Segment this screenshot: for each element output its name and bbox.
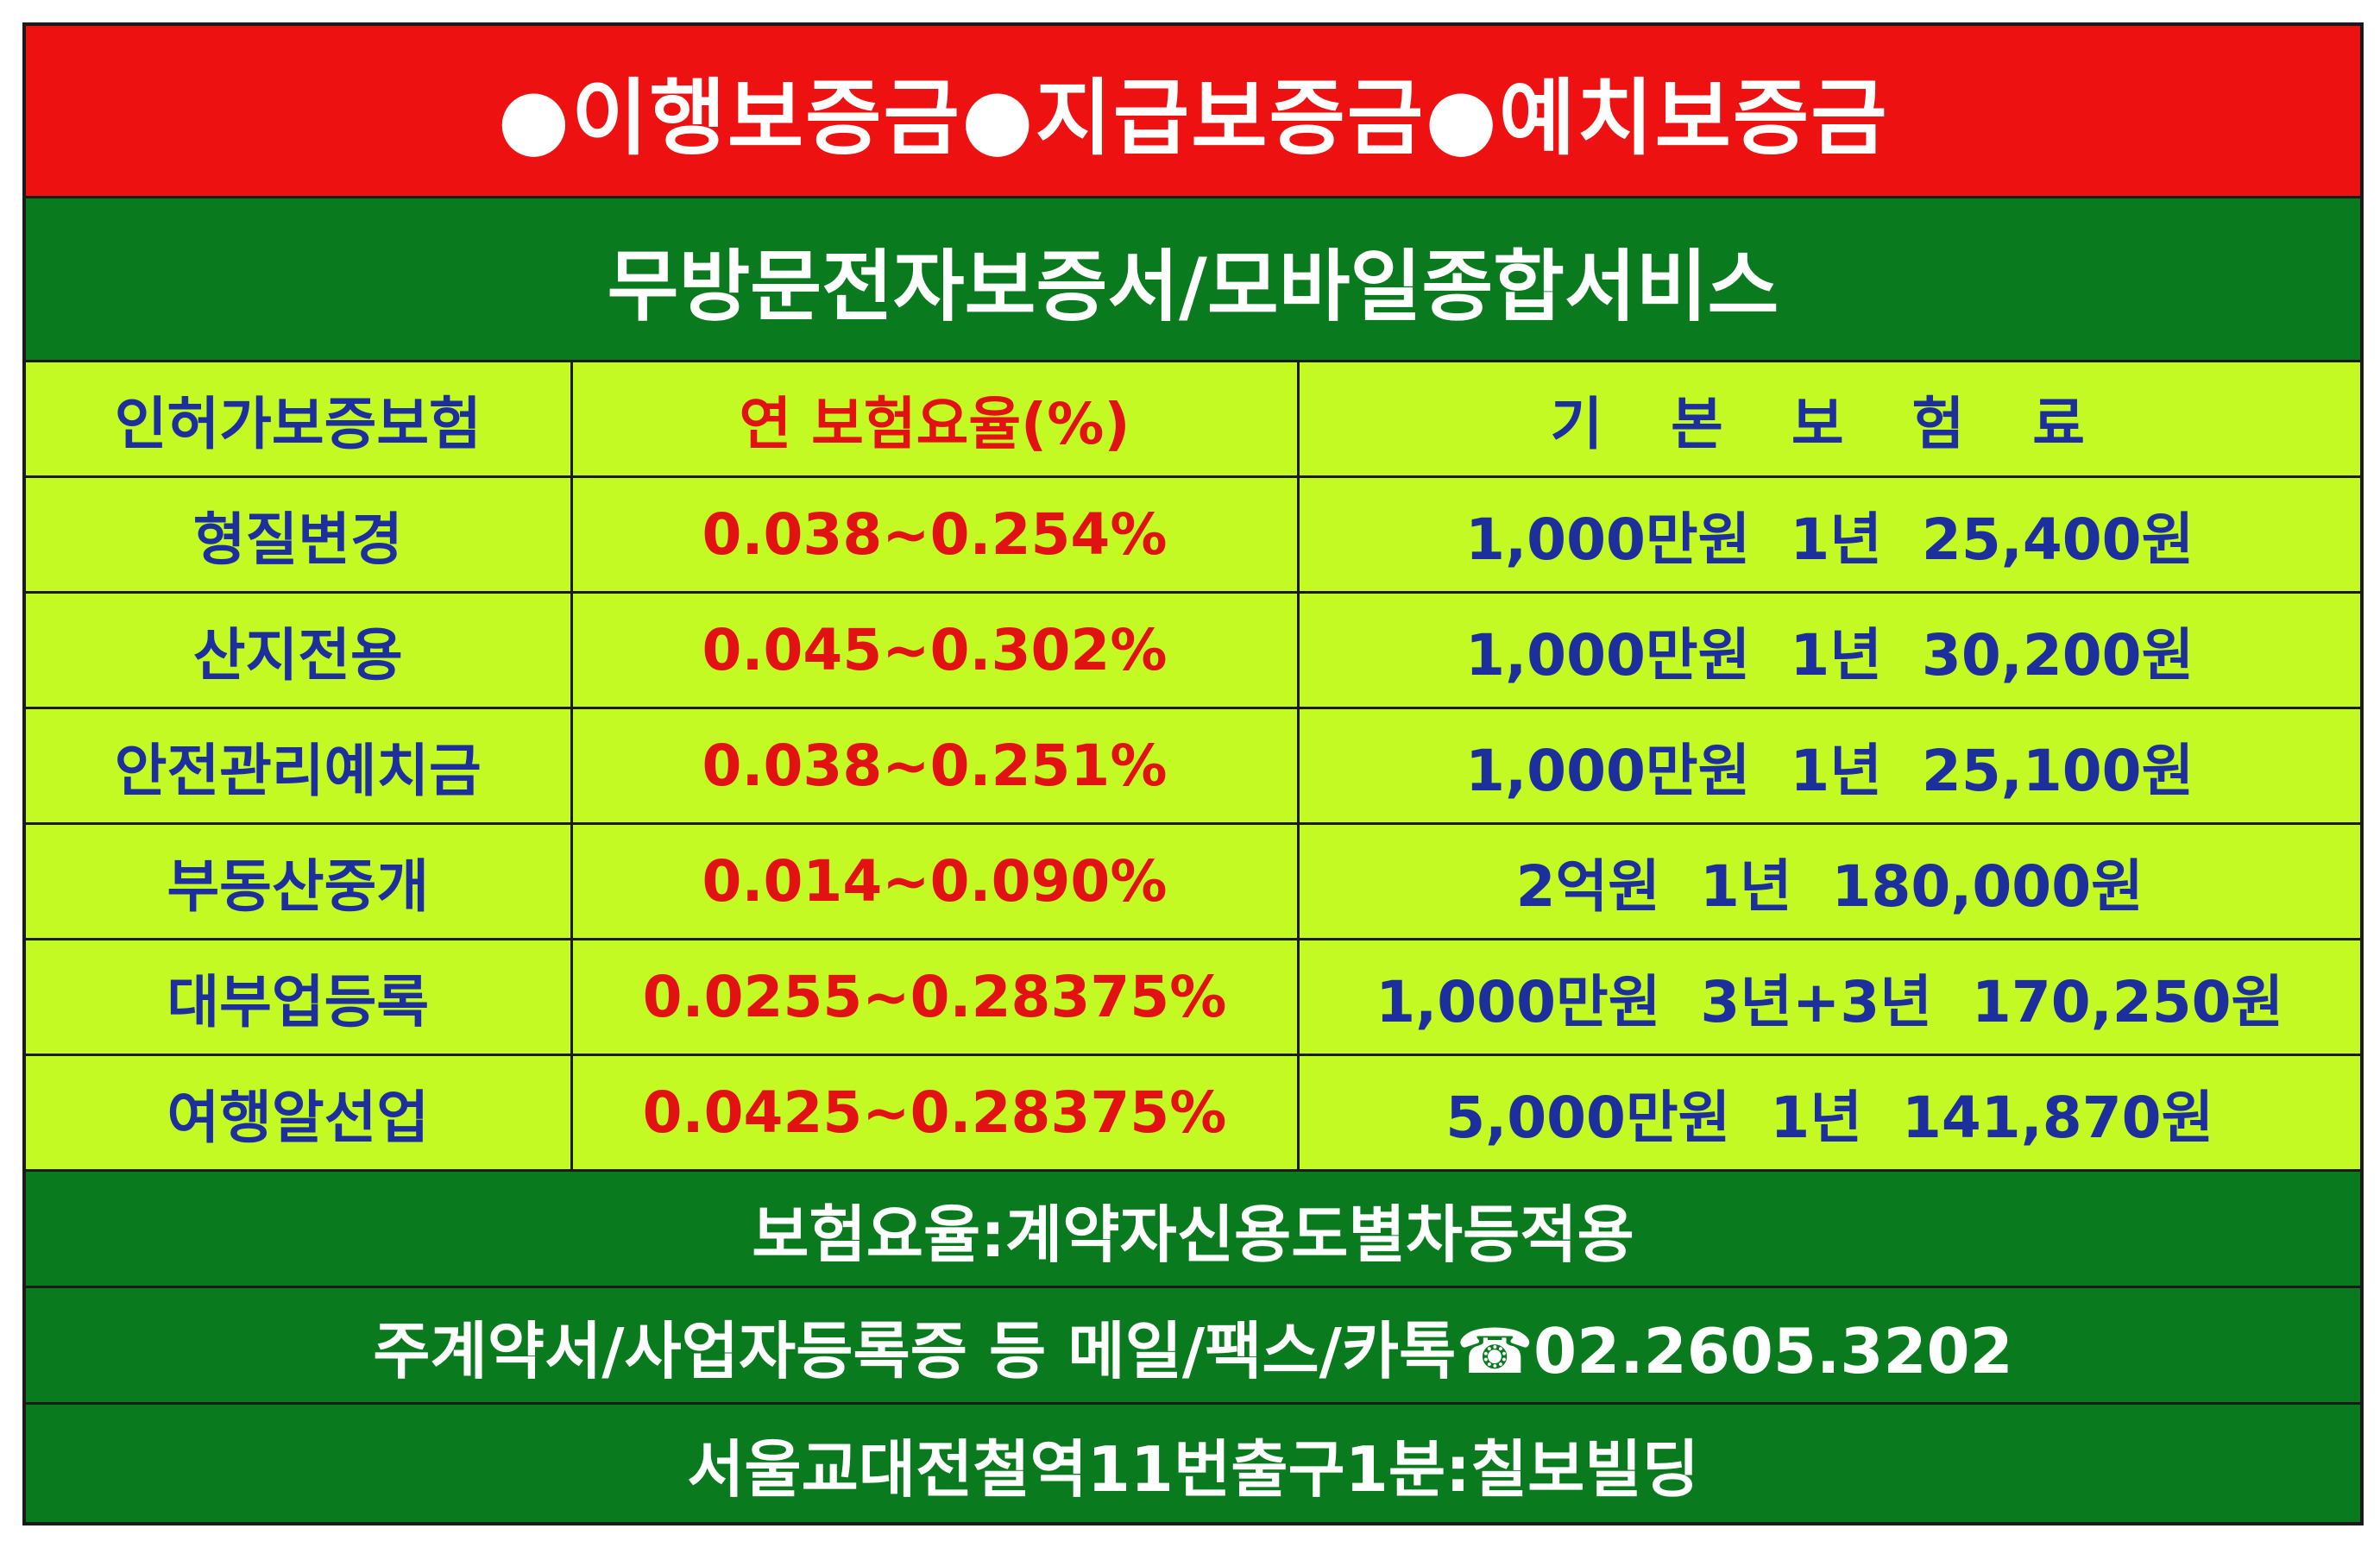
row-premium: 1,000만원 1년 25,400원 xyxy=(1296,476,2360,594)
table-row: 부동산중개 0.014~0.090% 2억원 1년 180,000원 xyxy=(26,823,2360,940)
row-rate: 0.038~0.254% xyxy=(570,476,1300,594)
table-row: 여행알선업 0.0425~0.28375% 5,000만원 1년 141,870… xyxy=(26,1054,2360,1172)
header-rate: 연 보험요율(%) xyxy=(570,362,1300,478)
row-rate: 0.045~0.302% xyxy=(570,592,1300,709)
row-type: 여행알선업 xyxy=(26,1054,573,1172)
row-premium: 1,000만원 1년 30,200원 xyxy=(1296,592,2360,709)
table-row: 형질변경 0.038~0.254% 1,000만원 1년 25,400원 xyxy=(26,476,2360,594)
header-type: 인허가보증보험 xyxy=(26,362,573,478)
row-rate: 0.0425~0.28375% xyxy=(570,1054,1300,1172)
banner-segment-payment: ●지급보증금 xyxy=(960,70,1426,167)
row-premium: 5,000만원 1년 141,870원 xyxy=(1296,1054,2360,1172)
row-type: 형질변경 xyxy=(26,476,573,594)
table-header-row: 인허가보증보험 연 보험요율(%) 기 본 보 험 료 xyxy=(26,362,2360,478)
banner-segment-deposit: ●예치보증금 xyxy=(1425,70,1889,167)
guarantee-info-board: ●이행보증금 ●지급보증금 ●예치보증금 무방문전자보증서/모바일종합서비스 인… xyxy=(22,22,2364,1525)
row-type: 안전관리예치금 xyxy=(26,708,573,825)
banner-segment-performance: ●이행보증금 xyxy=(497,70,961,167)
row-type: 대부업등록 xyxy=(26,939,573,1056)
location-line: 서울교대전철역11번출구1분:칠보빌딩 xyxy=(26,1405,2360,1522)
contact-line: 주계약서/사업자등록증 등 메일/팩스/카톡☎02.2605.3202 xyxy=(26,1288,2360,1405)
rate-note: 보험요율:계약자신용도별차등적용 xyxy=(26,1172,2360,1288)
rates-table: 인허가보증보험 연 보험요율(%) 기 본 보 험 료 형질변경 0.038~0… xyxy=(26,362,2360,1172)
table-row: 대부업등록 0.0255~0.28375% 1,000만원 3년+3년 170,… xyxy=(26,939,2360,1056)
row-premium: 2억원 1년 180,000원 xyxy=(1296,823,2360,940)
row-premium: 1,000만원 1년 25,100원 xyxy=(1296,708,2360,825)
row-rate: 0.014~0.090% xyxy=(570,823,1300,940)
row-rate: 0.038~0.251% xyxy=(570,708,1300,825)
header-premium: 기 본 보 험 료 xyxy=(1296,362,2360,478)
row-premium: 1,000만원 3년+3년 170,250원 xyxy=(1296,939,2360,1056)
table-row: 안전관리예치금 0.038~0.251% 1,000만원 1년 25,100원 xyxy=(26,708,2360,825)
row-type: 산지전용 xyxy=(26,592,573,709)
service-subtitle: 무방문전자보증서/모바일종합서비스 xyxy=(26,198,2360,362)
row-rate: 0.0255~0.28375% xyxy=(570,939,1300,1056)
table-row: 산지전용 0.045~0.302% 1,000만원 1년 30,200원 xyxy=(26,592,2360,709)
guarantee-types-banner: ●이행보증금 ●지급보증금 ●예치보증금 xyxy=(26,26,2360,198)
row-type: 부동산중개 xyxy=(26,823,573,940)
